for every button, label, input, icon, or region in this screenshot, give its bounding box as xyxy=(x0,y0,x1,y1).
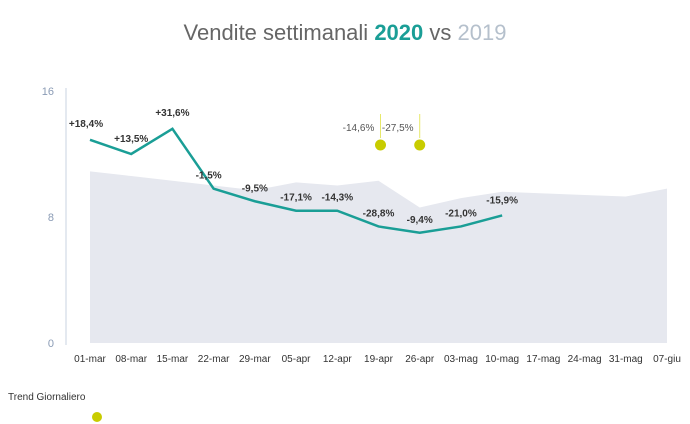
series-2020-line xyxy=(89,127,503,235)
data-label-2020: -14,3% xyxy=(321,193,353,204)
data-label-2020: -28,8% xyxy=(363,208,395,219)
x-tick-label: 31-mag xyxy=(609,354,643,365)
x-tick-label: 01-mar xyxy=(74,354,106,365)
x-tick-label: 19-apr xyxy=(364,354,394,365)
annotation-label: -27,5% xyxy=(382,123,414,134)
data-label-2020: +13,5% xyxy=(114,134,148,145)
title-text: Vendite settimanali xyxy=(183,20,369,45)
data-label-2020: -9,5% xyxy=(242,183,268,194)
trend-marker-icon xyxy=(375,139,386,151)
data-label-2020: -1,5% xyxy=(196,171,222,182)
legend-trend-label: Trend Giornaliero xyxy=(8,392,86,403)
data-label-2020: -17,1% xyxy=(280,193,312,204)
annotation-label: -14,6% xyxy=(343,123,375,134)
x-tick-label: 03-mag xyxy=(444,354,478,365)
x-tick-label: 22-mar xyxy=(198,354,230,365)
x-tick-label: 12-apr xyxy=(323,354,353,365)
data-label-2020: -21,0% xyxy=(445,208,477,219)
y-tick-label: 8 xyxy=(48,212,54,224)
x-tick-label: 15-mar xyxy=(157,354,189,365)
title-vs: vs xyxy=(429,20,452,45)
y-tick-label: 0 xyxy=(48,338,54,350)
title-year-2019: 2019 xyxy=(457,20,507,45)
trend-marker-icon xyxy=(414,139,426,151)
x-tick-label: 08-mar xyxy=(115,354,147,365)
x-tick-label: 29-mar xyxy=(239,354,271,365)
x-tick-label: 26-apr xyxy=(405,354,435,365)
x-tick-label: 24-mag xyxy=(568,354,602,365)
data-label-2020: +18,4% xyxy=(69,119,103,130)
data-label-2020: -15,9% xyxy=(486,195,518,206)
data-label-2020: +31,6% xyxy=(155,108,189,119)
data-label-2020: -9,4% xyxy=(407,215,433,226)
series-2019-area xyxy=(90,171,667,343)
legend-trend-marker-icon xyxy=(92,412,102,422)
x-tick-label: 05-apr xyxy=(282,354,312,365)
x-tick-label: 10-mag xyxy=(485,354,519,365)
chart-title: Vendite settimanali 2020 vs 2019 xyxy=(0,20,690,46)
x-tick-label: 07-giu xyxy=(653,354,681,365)
title-year-2020: 2020 xyxy=(374,20,424,45)
y-tick-label: 16 xyxy=(42,86,54,98)
x-tick-label: 17-mag xyxy=(526,354,560,365)
